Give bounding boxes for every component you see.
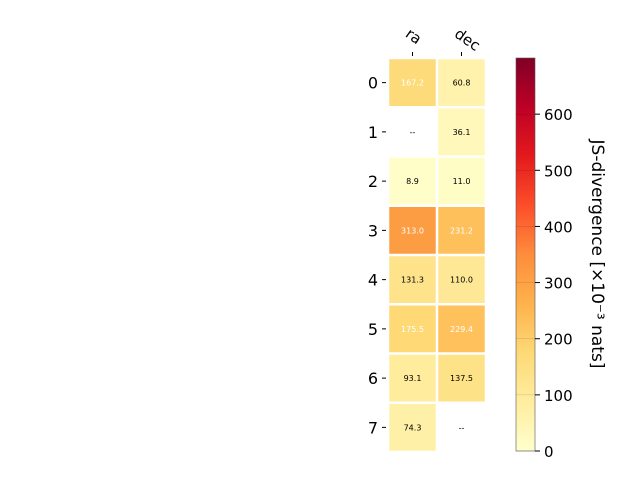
cell-value-label: 8.9: [406, 177, 419, 186]
cell-value-label: 110.0: [450, 276, 473, 285]
heatmap-cell: [438, 207, 485, 254]
row-label: 1: [368, 123, 378, 142]
cell-value-label: 313.0: [401, 226, 424, 235]
row-label: 4: [368, 271, 378, 290]
cell-value-label: 93.1: [404, 374, 422, 383]
cell-value-label: 131.3: [401, 276, 424, 285]
row-label: 2: [368, 172, 378, 191]
colorbar-tick-label: 300: [544, 275, 573, 293]
cell-value-label: 175.5: [401, 325, 424, 334]
row-label: 5: [368, 320, 378, 339]
cell-value-label: --: [459, 423, 465, 432]
row-label: 6: [368, 369, 378, 388]
heatmap-cell: [438, 305, 485, 353]
heatmap-cell: [389, 404, 436, 451]
heatmap-cell: [438, 157, 485, 205]
colorbar-tick-label: 100: [544, 387, 573, 405]
colorbar-label: JS-divergence [×10⁻³ nats]: [587, 139, 607, 369]
cell-value-label: 167.2: [401, 79, 424, 88]
cell-value-label: 11.0: [453, 177, 471, 186]
heatmap-cell: [438, 59, 485, 106]
colorbar-ticks: 0 100 200 300 400 500 600: [516, 106, 573, 461]
cell-value-label: 231.2: [450, 226, 473, 235]
heatmap-cells: 167.2 60.8 -- 36.1 8.9 11.0 313.0 231.2 131.3 110…: [389, 59, 485, 451]
column-labels: ra dec: [402, 25, 484, 56]
row-label: 7: [368, 418, 378, 437]
row-labels: 0 1 2 3 4 5 6 7: [368, 74, 386, 437]
colorbar-tick-label: 200: [544, 331, 573, 349]
heatmap-cell: [438, 354, 485, 402]
column-label: dec: [451, 25, 483, 55]
heatmap-cell: [438, 108, 485, 156]
cell-value-label: --: [410, 128, 416, 137]
colorbar-tick-label: 400: [544, 218, 573, 236]
cell-value-label: 74.3: [404, 423, 422, 432]
heatmap-cell: [389, 354, 436, 402]
cell-value-label: 137.5: [450, 374, 473, 383]
cell-value-label: 229.4: [450, 325, 473, 334]
colorbar: 0 100 200 300 400 500 600 JS-divergence [×10⁻³…: [515, 57, 607, 461]
cell-value-label: 60.8: [453, 79, 471, 88]
heatmap-cell: [389, 59, 436, 106]
colorbar-tick-label: 500: [544, 162, 573, 180]
cell-value-label: 36.1: [453, 128, 471, 137]
column-label: ra: [402, 25, 425, 49]
heatmap-cell: [389, 207, 436, 254]
colorbar-tick-label: 600: [544, 106, 573, 124]
colorbar-tick-label: 0: [544, 443, 554, 461]
heatmap-cell: [389, 256, 436, 303]
heatmap-cell: [389, 305, 436, 353]
heatmap-cell: [438, 256, 485, 303]
row-label: 3: [368, 221, 378, 240]
row-label: 0: [368, 74, 378, 93]
heatmap-cell: [389, 157, 436, 205]
colorbar-gradient: [515, 57, 536, 452]
